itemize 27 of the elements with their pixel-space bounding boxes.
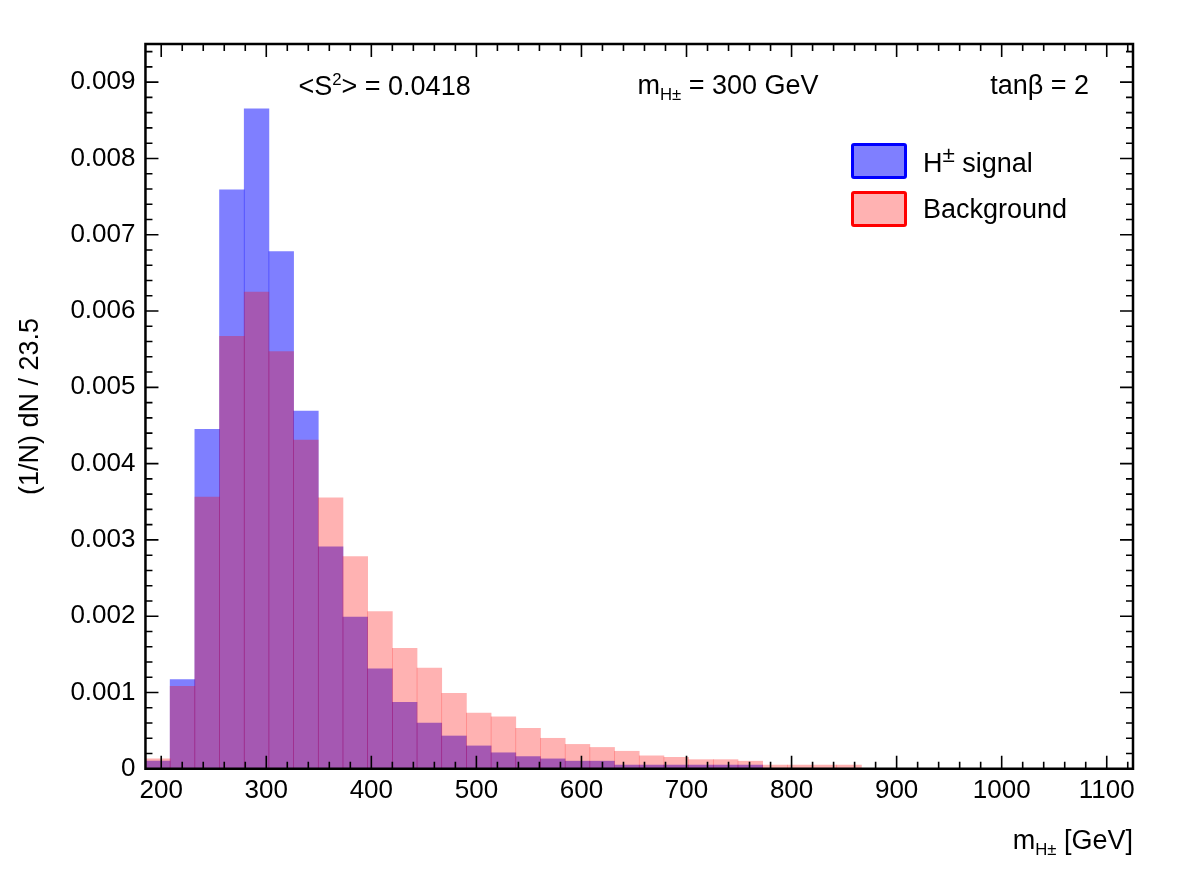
x-tick-label: 1100: [1078, 773, 1135, 804]
x-tick-label: 600: [559, 773, 604, 804]
x-tick-label: 700: [664, 773, 709, 804]
y-tick-label: 0.002: [70, 599, 136, 630]
x-tick-label: 500: [454, 773, 499, 804]
y-tick-label: 0.009: [70, 65, 136, 96]
x-tick-label: 1000: [972, 773, 1031, 804]
y-tick-label: 0.003: [70, 523, 136, 554]
y-tick-label: 0: [120, 751, 136, 782]
annotation: tanβ = 2: [990, 70, 1089, 100]
annotation: <S$^{2}$> = 0.0418: [298, 70, 471, 101]
y-tick-label: 0.005: [70, 370, 136, 401]
y-tick-label: 0.006: [70, 294, 136, 325]
x-axis-title: m$_{H±}$ [GeV]: [1012, 824, 1133, 860]
x-tick-label: 900: [874, 773, 919, 804]
legend-label: Background: [922, 193, 1067, 225]
y-tick-label: 0.007: [70, 217, 136, 248]
x-tick-label: 200: [139, 773, 183, 804]
legend-label: H$^{±}$ signal: [922, 142, 1033, 179]
y-axis-title: (1/N) dN / 23.5: [13, 317, 44, 495]
x-tick-label: 400: [349, 773, 394, 804]
y-tick-label: 0.008: [70, 141, 136, 172]
y-tick-label: 0.001: [70, 675, 136, 706]
x-tick-label: 300: [244, 773, 288, 804]
y-tick-label: 0.004: [70, 446, 136, 477]
x-tick-label: 800: [769, 773, 814, 804]
annotation: m$_{H±}$ = 300 GeV: [637, 70, 819, 105]
